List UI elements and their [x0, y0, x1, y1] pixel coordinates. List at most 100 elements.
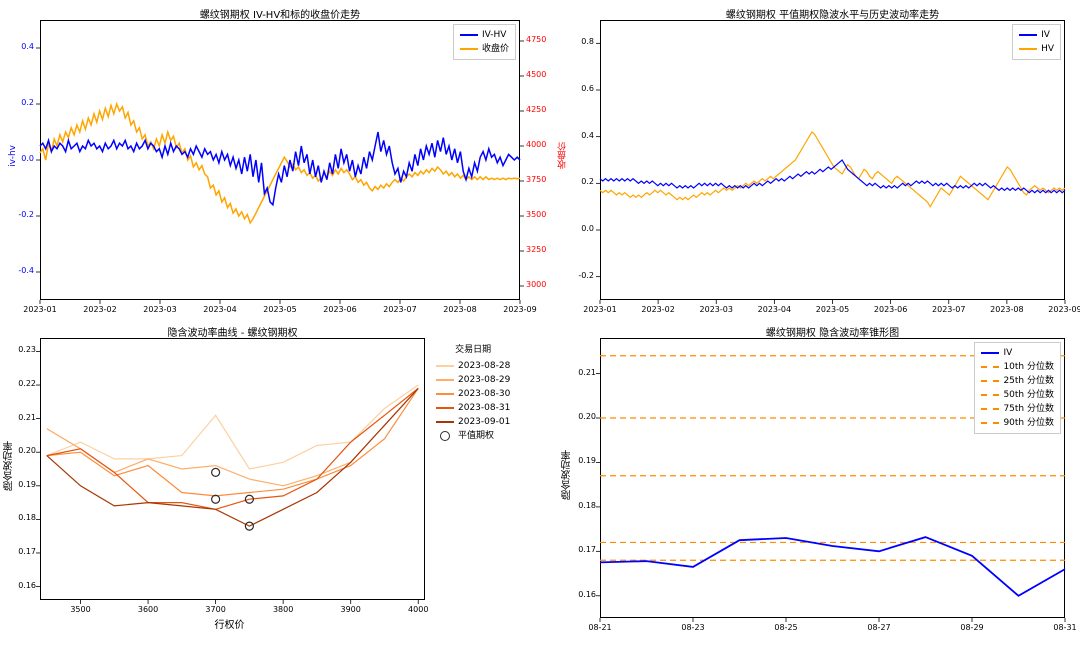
y-label: 隐含波动率: [560, 450, 575, 500]
legend-item: IV: [1019, 28, 1054, 42]
legend-label: 90th 分位数: [1003, 416, 1054, 430]
chart-title: 螺纹钢期权 IV-HV和标的收盘价走势: [40, 6, 520, 21]
ytick: 0.17: [566, 545, 596, 554]
xtick: 2023-01: [578, 305, 622, 314]
chart-panel: 螺纹钢期权 隐含波动率锥形图0.160.170.180.190.200.21隐含…: [600, 338, 1065, 618]
xtick: 2023-03: [694, 305, 738, 314]
ytick-left: -0.2: [4, 210, 34, 219]
legend-label: 2023-08-31: [458, 401, 510, 415]
xtick: 2023-02: [636, 305, 680, 314]
xtick: 2023-04: [198, 305, 242, 314]
legend: 交易日期2023-08-282023-08-292023-08-302023-0…: [430, 340, 516, 446]
y-label: 隐含波动率: [2, 441, 17, 491]
chart-svg: [40, 20, 520, 300]
legend-item: 50th 分位数: [981, 388, 1054, 402]
legend-label: 2023-09-01: [458, 415, 510, 429]
xtick: 08-21: [582, 623, 618, 632]
xtick: 2023-08: [438, 305, 482, 314]
legend-item: 2023-09-01: [436, 415, 510, 429]
chart-title: 隐含波动率曲线 - 螺纹钢期权: [40, 324, 425, 339]
legend-label: 50th 分位数: [1003, 388, 1054, 402]
legend-item: 2023-08-30: [436, 387, 510, 401]
ytick-right: 3500: [526, 210, 546, 219]
legend: IV10th 分位数25th 分位数50th 分位数75th 分位数90th 分…: [974, 342, 1061, 434]
legend-label: 25th 分位数: [1003, 374, 1054, 388]
ytick-right: 4750: [526, 35, 546, 44]
chart-svg: [600, 20, 1065, 300]
ytick: 0.0: [564, 224, 594, 233]
ytick: 0.16: [6, 581, 36, 590]
ytick: 0.20: [566, 412, 596, 421]
ytick: 0.2: [564, 177, 594, 186]
ytick-right: 3250: [526, 245, 546, 254]
xtick: 2023-07: [927, 305, 971, 314]
legend-item: 2023-08-28: [436, 359, 510, 373]
ytick: 0.8: [564, 37, 594, 46]
xtick: 4000: [400, 605, 436, 614]
legend-label: 收盘价: [482, 42, 509, 56]
legend-label: 2023-08-30: [458, 387, 510, 401]
xtick: 3800: [265, 605, 301, 614]
xtick: 2023-02: [78, 305, 122, 314]
chart-panel: 隐含波动率曲线 - 螺纹钢期权0.160.170.180.190.200.210…: [40, 338, 520, 618]
legend-item: IV: [981, 346, 1054, 360]
xtick: 2023-05: [811, 305, 855, 314]
xtick: 2023-06: [869, 305, 913, 314]
legend-item: IV-HV: [460, 28, 509, 42]
xtick: 08-29: [954, 623, 990, 632]
ytick-right: 3750: [526, 175, 546, 184]
legend-item: 收盘价: [460, 42, 509, 56]
chart-title: 螺纹钢期权 平值期权隐波水平与历史波动率走势: [600, 6, 1065, 21]
ytick: 0.18: [6, 513, 36, 522]
xtick: 08-27: [861, 623, 897, 632]
ytick-right: 3000: [526, 280, 546, 289]
legend-title: 交易日期: [436, 343, 510, 357]
x-label: 行权价: [215, 616, 245, 631]
chart-panel: 螺纹钢期权 IV-HV和标的收盘价走势-0.4-0.20.00.20.4iv-h…: [40, 20, 520, 300]
legend-item: 90th 分位数: [981, 416, 1054, 430]
legend-label: IV: [1003, 346, 1012, 360]
ytick-left: 0.2: [4, 98, 34, 107]
legend-label: IV: [1041, 28, 1050, 42]
xtick: 2023-07: [378, 305, 422, 314]
legend-label: IV-HV: [482, 28, 506, 42]
xtick: 08-25: [768, 623, 804, 632]
ytick: 0.23: [6, 345, 36, 354]
xtick: 2023-09: [1043, 305, 1080, 314]
legend-label: 2023-08-29: [458, 373, 510, 387]
chart-title: 螺纹钢期权 隐含波动率锥形图: [600, 324, 1065, 339]
xtick: 2023-01: [18, 305, 62, 314]
xtick: 2023-03: [138, 305, 182, 314]
ytick-right: 4000: [526, 140, 546, 149]
ytick-left: 0.4: [4, 42, 34, 51]
ytick: 0.22: [6, 379, 36, 388]
legend-label: 平值期权: [458, 429, 494, 443]
ytick: 0.21: [6, 413, 36, 422]
legend: IV-HV 收盘价: [453, 24, 516, 60]
xtick: 2023-09: [498, 305, 542, 314]
y-label-right: 收盘价: [556, 142, 569, 169]
legend-label: HV: [1041, 42, 1054, 56]
xtick: 2023-08: [985, 305, 1029, 314]
ytick: 0.4: [564, 131, 594, 140]
xtick: 3600: [130, 605, 166, 614]
chart-panel: 螺纹钢期权 平值期权隐波水平与历史波动率走势-0.20.00.20.40.60.…: [600, 20, 1065, 300]
legend-label: 10th 分位数: [1003, 360, 1054, 374]
xtick: 2023-05: [258, 305, 302, 314]
legend-label: 2023-08-28: [458, 359, 510, 373]
legend-item: 10th 分位数: [981, 360, 1054, 374]
y-label-left: iv-hv: [8, 145, 18, 167]
legend: IV HV: [1012, 24, 1061, 60]
ytick: 0.17: [6, 547, 36, 556]
xtick: 3700: [198, 605, 234, 614]
legend-label: 75th 分位数: [1003, 402, 1054, 416]
legend-item: 75th 分位数: [981, 402, 1054, 416]
ytick: -0.2: [564, 271, 594, 280]
xtick: 2023-06: [318, 305, 362, 314]
xtick: 2023-04: [752, 305, 796, 314]
figure-root: 螺纹钢期权 IV-HV和标的收盘价走势-0.4-0.20.00.20.4iv-h…: [0, 0, 1080, 646]
xtick: 3900: [333, 605, 369, 614]
ytick: 0.16: [566, 590, 596, 599]
xtick: 3500: [63, 605, 99, 614]
ytick: 0.6: [564, 84, 594, 93]
